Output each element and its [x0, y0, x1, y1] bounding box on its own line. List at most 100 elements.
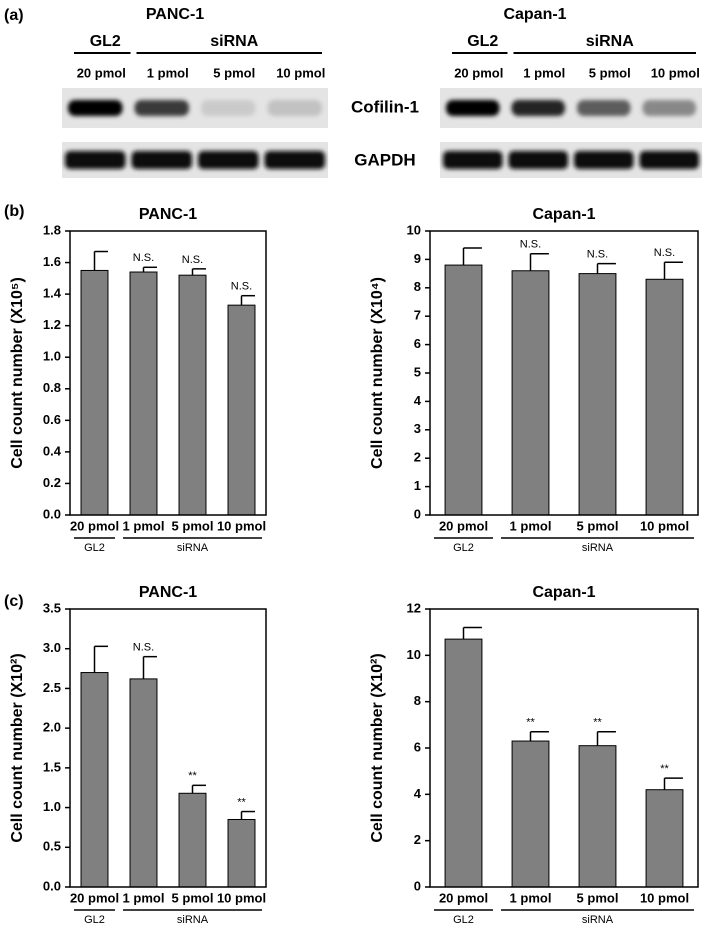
x-tick-label: 10 pmol	[640, 518, 689, 533]
band	[574, 151, 634, 169]
x-tick-label: 1 pmol	[510, 518, 552, 533]
y-tick-label: 0.8	[43, 380, 61, 395]
y-axis-label: Cell count number (X10²)	[9, 653, 26, 842]
x-tick-label: 20 pmol	[70, 518, 119, 533]
y-tick-label: 1.5	[43, 759, 61, 774]
y-tick-label: 10	[407, 647, 421, 662]
x-tick-label: 10 pmol	[640, 890, 689, 905]
y-tick-label: 2	[414, 450, 421, 465]
y-tick-label: 6	[414, 336, 421, 351]
lane-label: 1 pmol	[147, 65, 189, 80]
bar	[129, 678, 158, 888]
significance-label: N.S.	[182, 254, 203, 266]
significance-label: **	[593, 717, 602, 729]
bar	[178, 274, 207, 516]
group-label: GL2	[453, 542, 474, 554]
blot-group: GL2	[467, 33, 498, 50]
panel-label: (c)	[4, 593, 24, 610]
group-label: siRNA	[177, 542, 209, 554]
x-tick-label: 20 pmol	[70, 890, 119, 905]
bar	[444, 264, 483, 516]
band	[511, 100, 565, 116]
x-tick-label: 5 pmol	[577, 890, 619, 905]
group-label: siRNA	[582, 914, 614, 926]
bar	[511, 270, 550, 516]
y-axis-label: Cell count number (X10²)	[369, 653, 386, 842]
bar	[178, 792, 207, 888]
x-tick-label: 20 pmol	[439, 890, 488, 905]
y-axis-label: Cell count number (X10⁴)	[369, 277, 386, 469]
group-label: GL2	[84, 542, 105, 554]
bar	[80, 269, 109, 516]
band	[642, 100, 696, 116]
chart-title: PANC-1	[139, 584, 197, 601]
bar	[578, 273, 617, 516]
lane-label: 5 pmol	[213, 65, 255, 80]
plot-frame	[429, 608, 699, 888]
y-tick-label: 3.5	[43, 600, 61, 615]
y-tick-label: 0.5	[43, 839, 61, 854]
band	[134, 100, 189, 116]
y-tick-label: 4	[414, 393, 422, 408]
band	[65, 151, 126, 169]
y-tick-label: 1	[414, 478, 421, 493]
plot-frame	[69, 608, 267, 888]
panel-label: (b)	[4, 203, 24, 220]
band-label: GAPDH	[354, 150, 415, 169]
x-tick-label: 1 pmol	[123, 890, 165, 905]
band	[198, 151, 259, 169]
y-tick-label: 1.4	[43, 286, 62, 301]
significance-label: **	[526, 717, 535, 729]
y-tick-label: 1.0	[43, 799, 61, 814]
x-tick-label: 5 pmol	[172, 518, 214, 533]
group-label: GL2	[84, 914, 105, 926]
x-tick-label: 1 pmol	[123, 518, 165, 533]
blot-title: Capan-1	[503, 6, 566, 23]
plot-frame	[429, 230, 699, 516]
y-tick-label: 3.0	[43, 640, 61, 655]
plot-frame	[69, 230, 267, 516]
y-tick-label: 1.2	[43, 317, 61, 332]
group-label: siRNA	[177, 914, 209, 926]
significance-label: **	[237, 796, 246, 808]
blot-title: PANC-1	[146, 6, 204, 23]
blot-group: siRNA	[210, 33, 258, 50]
lane-label: 10 pmol	[276, 65, 325, 80]
chart-title: Capan-1	[532, 206, 595, 223]
band	[68, 100, 123, 116]
band	[264, 151, 325, 169]
significance-label: N.S.	[133, 642, 154, 654]
y-tick-label: 2.5	[43, 680, 61, 695]
significance-label: N.S.	[587, 249, 608, 261]
lane-label: 1 pmol	[523, 65, 565, 80]
significance-label: N.S.	[231, 281, 252, 293]
bar	[227, 304, 256, 516]
lane-label: 5 pmol	[589, 65, 631, 80]
bar	[129, 271, 158, 516]
y-tick-label: 0.6	[43, 412, 61, 427]
band	[446, 100, 500, 116]
y-tick-label: 9	[414, 251, 421, 266]
significance-label: **	[660, 763, 669, 775]
x-tick-label: 5 pmol	[577, 518, 619, 533]
blot-group: siRNA	[586, 33, 634, 50]
band-label: Cofilin-1	[351, 97, 419, 116]
x-tick-label: 10 pmol	[217, 890, 266, 905]
lane-label: 20 pmol	[77, 65, 126, 80]
band	[577, 100, 631, 116]
y-tick-label: 0.0	[43, 506, 61, 521]
y-tick-label: 5	[414, 364, 421, 379]
y-tick-label: 1.8	[43, 222, 61, 237]
x-tick-label: 10 pmol	[217, 518, 266, 533]
y-tick-label: 4	[414, 786, 422, 801]
y-tick-label: 6	[414, 739, 421, 754]
significance-label: N.S.	[654, 247, 675, 259]
band	[131, 151, 192, 169]
y-axis-label: Cell count number (X10⁵)	[9, 277, 26, 469]
band	[639, 151, 699, 169]
group-label: GL2	[453, 914, 474, 926]
y-tick-label: 0	[414, 506, 421, 521]
y-tick-label: 1.0	[43, 349, 61, 364]
band	[443, 151, 503, 169]
